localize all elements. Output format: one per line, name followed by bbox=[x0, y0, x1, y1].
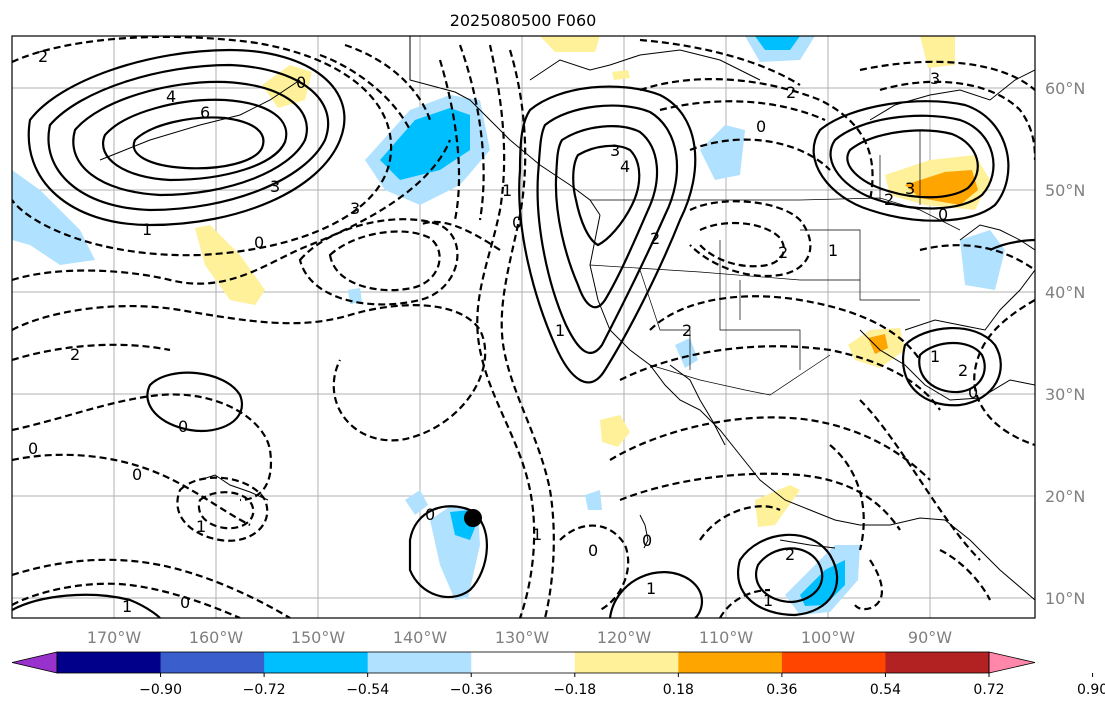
lon-label: 110°W bbox=[699, 628, 754, 647]
solid-contours bbox=[12, 48, 1035, 618]
contour-label: 2 bbox=[650, 229, 660, 248]
contour-label: 2 bbox=[884, 190, 894, 209]
graticule bbox=[12, 36, 1035, 618]
map-frame bbox=[11, 35, 1036, 619]
lon-label: 160°W bbox=[189, 628, 244, 647]
contour-label: 2 bbox=[70, 345, 80, 364]
colorbar-segment bbox=[471, 652, 576, 673]
contour-label: 0 bbox=[938, 205, 948, 224]
contour-label: 1 bbox=[122, 597, 132, 616]
lon-label: 140°W bbox=[393, 628, 448, 647]
contour-label: 1 bbox=[142, 220, 152, 239]
colorbar: −0.90 −0.72 −0.54 −0.36 −0.18 0.18 0.36 0.54 0.7… bbox=[11, 651, 1105, 698]
colorbar-segment bbox=[781, 652, 886, 673]
lat-label: 20°N bbox=[1045, 487, 1085, 506]
lat-label: 40°N bbox=[1045, 283, 1085, 302]
dashed-contours bbox=[12, 36, 1035, 618]
colorbar-frame bbox=[56, 651, 990, 674]
colorbar-tick-label: 0.18 bbox=[663, 682, 694, 698]
contour-label: 0 bbox=[28, 439, 38, 458]
contour-label: 1 bbox=[555, 321, 565, 340]
colorbar-tick-label: −0.54 bbox=[346, 682, 389, 698]
contour-label: 1 bbox=[763, 591, 773, 610]
lon-label: 130°W bbox=[495, 628, 550, 647]
contour-labels: 2 4 6 3 1 0 0 3 3 4 3 2 1 0 2 2 1 2 1 0 … bbox=[28, 47, 978, 616]
contour-label: 2 bbox=[778, 243, 788, 262]
colorbar-tick-label: 0.90 bbox=[1077, 682, 1105, 698]
colorbar-extend-low bbox=[11, 651, 58, 674]
map-title: 2025080500 F060 bbox=[450, 11, 597, 30]
contour-label: 0 bbox=[642, 531, 652, 550]
colorbar-segment bbox=[57, 652, 162, 673]
contour-label: 2 bbox=[786, 83, 796, 102]
contour-label: 1 bbox=[532, 525, 542, 544]
coastlines bbox=[99, 36, 1035, 601]
contour-label: 3 bbox=[270, 177, 280, 196]
colorbar-tick-label: −0.36 bbox=[450, 682, 493, 698]
contour-label: 3 bbox=[350, 199, 360, 218]
contour-label: 1 bbox=[196, 517, 206, 536]
contour-label: 0 bbox=[425, 505, 435, 524]
lon-label: 100°W bbox=[801, 628, 856, 647]
latitude-labels: 60°N 50°N 40°N 30°N 20°N 10°N bbox=[1045, 79, 1085, 608]
colorbar-tick-label: 0.72 bbox=[973, 682, 1004, 698]
contour-label: 0 bbox=[296, 73, 306, 92]
colorbar-segment bbox=[160, 652, 265, 673]
colorbar-segment bbox=[367, 652, 472, 673]
longitude-labels: 170°W 160°W 150°W 140°W 130°W 120°W 110°… bbox=[87, 628, 952, 647]
contour-label: 6 bbox=[200, 103, 210, 122]
map-area: 2 4 6 3 1 0 0 3 3 4 3 2 1 0 2 2 1 2 1 0 … bbox=[12, 36, 1035, 618]
contour-label: 3 bbox=[905, 179, 915, 198]
contour-label: 0 bbox=[756, 117, 766, 136]
contour-label: 3 bbox=[930, 69, 940, 88]
colorbar-tick-label: −0.72 bbox=[243, 682, 286, 698]
contour-label: 1 bbox=[646, 579, 656, 598]
colorbar-tick-label: 0.54 bbox=[870, 682, 901, 698]
lon-label: 170°W bbox=[87, 628, 142, 647]
colorbar-segment bbox=[574, 652, 679, 673]
colorbar-extend-high bbox=[988, 651, 1036, 674]
lon-label: 150°W bbox=[291, 628, 346, 647]
colorbar-segment bbox=[264, 652, 369, 673]
contour-label: 1 bbox=[502, 181, 512, 200]
lat-label: 10°N bbox=[1045, 589, 1085, 608]
contour-label: 2 bbox=[958, 361, 968, 380]
contour-label: 4 bbox=[620, 157, 630, 176]
lat-label: 50°N bbox=[1045, 181, 1085, 200]
location-marker bbox=[464, 509, 482, 527]
lat-label: 60°N bbox=[1045, 79, 1085, 98]
contour-label: 0 bbox=[178, 417, 188, 436]
contour-label: 0 bbox=[254, 233, 264, 252]
contour-label: 2 bbox=[38, 47, 48, 66]
lon-label: 120°W bbox=[597, 628, 652, 647]
colorbar-segment bbox=[885, 652, 990, 673]
political-borders bbox=[589, 130, 961, 396]
colorbar-tick-label: 0.36 bbox=[766, 682, 797, 698]
contour-label: 1 bbox=[930, 347, 940, 366]
contour-label: 0 bbox=[132, 465, 142, 484]
contour-label: 1 bbox=[828, 241, 838, 260]
contour-label: 0 bbox=[180, 593, 190, 612]
contour-label: 3 bbox=[610, 141, 620, 160]
contour-label: 0 bbox=[512, 213, 522, 232]
contour-label: 2 bbox=[682, 321, 692, 340]
colorbar-tick-label: −0.18 bbox=[553, 682, 596, 698]
colorbar-segment bbox=[678, 652, 783, 673]
contour-label: 4 bbox=[166, 87, 176, 106]
contour-label: 0 bbox=[968, 383, 978, 402]
contour-label: 0 bbox=[588, 541, 598, 560]
colorbar-tick-label: −0.90 bbox=[139, 682, 182, 698]
contour-label: 2 bbox=[785, 545, 795, 564]
lon-label: 90°W bbox=[908, 628, 952, 647]
lat-label: 30°N bbox=[1045, 385, 1085, 404]
